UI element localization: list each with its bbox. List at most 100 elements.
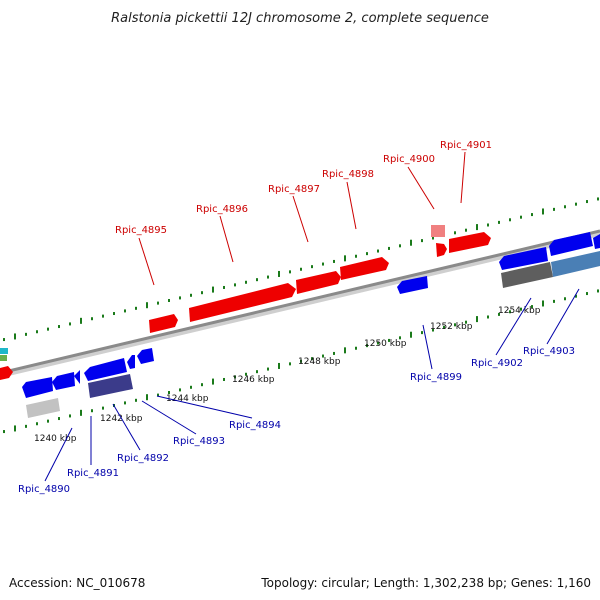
gene-label-rpic-4892: Rpic_4892: [117, 453, 169, 464]
leader-line: [219, 215, 234, 263]
minor-tick: [421, 239, 423, 243]
major-tick: [146, 394, 148, 401]
major-tick: [476, 224, 478, 231]
minor-tick: [69, 322, 71, 326]
minor-tick: [553, 299, 555, 303]
minor-tick: [47, 327, 49, 331]
major-tick: [146, 302, 148, 309]
minor-tick: [179, 296, 181, 300]
leader-line: [156, 395, 253, 419]
minor-tick: [113, 312, 115, 316]
minor-tick: [454, 231, 456, 235]
minor-tick: [531, 305, 533, 309]
minor-tick: [234, 375, 236, 379]
scale-label: 1248 kbp: [298, 357, 341, 367]
gene-rpic-4898[interactable]: [340, 257, 389, 280]
minor-tick: [36, 330, 38, 334]
minor-tick: [432, 236, 434, 240]
minor-tick: [102, 314, 104, 318]
minor-tick: [102, 406, 104, 410]
scale-label: 1252 kbp: [430, 322, 473, 332]
minor-tick: [597, 289, 599, 293]
misc-feature-steelblue[interactable]: [551, 251, 600, 277]
gene-rpic-4901[interactable]: [449, 232, 491, 253]
leader-line: [138, 237, 155, 286]
minor-tick: [168, 390, 170, 394]
gene-rpic-4894[interactable]: [137, 348, 154, 364]
gene-label-rpic-4890: Rpic_4890: [18, 484, 70, 495]
gene-rpic-4893[interactable]: [127, 355, 135, 369]
major-tick: [344, 255, 346, 262]
gene-right-edge-blue: [593, 234, 600, 249]
misc-feature-darkgrey[interactable]: [501, 262, 553, 288]
minor-tick: [377, 249, 379, 253]
rna-feature-grey[interactable]: [26, 398, 60, 418]
minor-tick: [575, 294, 577, 298]
minor-tick: [135, 306, 137, 310]
minor-tick: [256, 278, 258, 282]
major-tick: [80, 317, 82, 324]
minor-tick: [509, 310, 511, 314]
edge-feature-cyan: [0, 348, 8, 354]
gene-label-rpic-4895: Rpic_4895: [115, 225, 167, 236]
minor-tick: [157, 393, 159, 397]
leader-line: [292, 195, 309, 243]
major-tick: [212, 378, 214, 385]
map-title: Ralstonia pickettii 12J chromosome 2, co…: [111, 11, 489, 26]
minor-tick: [509, 218, 511, 222]
minor-tick: [234, 283, 236, 287]
gene-rpic-4892[interactable]: [84, 358, 127, 381]
gene-label-rpic-4900: Rpic_4900: [383, 154, 435, 165]
scale-label: 1246 kbp: [232, 375, 275, 385]
minor-tick: [586, 292, 588, 296]
gene-rpic-4900[interactable]: [436, 243, 447, 257]
minor-tick: [586, 200, 588, 204]
minor-tick: [91, 409, 93, 413]
minor-tick: [201, 291, 203, 295]
gene-rpic-4895[interactable]: [149, 314, 178, 333]
minor-tick: [465, 228, 467, 232]
scale-label: 1250 kbp: [364, 339, 407, 349]
minor-tick: [421, 331, 423, 335]
minor-tick: [322, 354, 324, 358]
minor-tick: [179, 388, 181, 392]
minor-tick: [267, 275, 269, 279]
gene-left-edge-red: [0, 366, 13, 380]
gene-label-rpic-4898: Rpic_4898: [322, 169, 374, 180]
leader-line: [495, 297, 532, 356]
gene-rpic-4902[interactable]: [499, 247, 548, 270]
minor-tick: [333, 259, 335, 263]
leader-line: [112, 403, 141, 451]
gene-rpic-4890[interactable]: [22, 377, 53, 398]
minor-tick: [157, 301, 159, 305]
gene-label-rpic-4891: Rpic_4891: [67, 468, 119, 479]
minor-tick: [201, 383, 203, 387]
minor-tick: [355, 254, 357, 258]
minor-tick: [47, 419, 49, 423]
gene-rpic-4897[interactable]: [296, 271, 341, 294]
gene-rpic-4903[interactable]: [549, 232, 593, 256]
major-tick: [14, 425, 16, 432]
minor-tick: [553, 207, 555, 211]
minor-tick: [333, 351, 335, 355]
gene-rpic-4899[interactable]: [397, 276, 428, 294]
minor-tick: [597, 197, 599, 201]
leader-line: [141, 400, 197, 435]
minor-tick: [245, 280, 247, 284]
leader-line: [346, 181, 357, 230]
tick-tracks: [3, 197, 599, 434]
minor-tick: [388, 246, 390, 250]
misc-feature-purple[interactable]: [88, 374, 133, 398]
minor-tick: [3, 430, 5, 434]
scale-label: 1254 kbp: [498, 306, 541, 316]
gene-label-rpic-4894: Rpic_4894: [229, 420, 281, 431]
gene-label-rpic-4893: Rpic_4893: [173, 436, 225, 447]
gene-rpic-4891b[interactable]: [74, 370, 80, 384]
minor-tick: [190, 385, 192, 389]
gene-rpic-4896[interactable]: [189, 283, 296, 322]
minor-tick: [399, 336, 401, 340]
major-tick: [80, 409, 82, 416]
gene-rpic-4891[interactable]: [52, 372, 75, 390]
gene-rpic-4900-pseudo[interactable]: [431, 225, 445, 237]
